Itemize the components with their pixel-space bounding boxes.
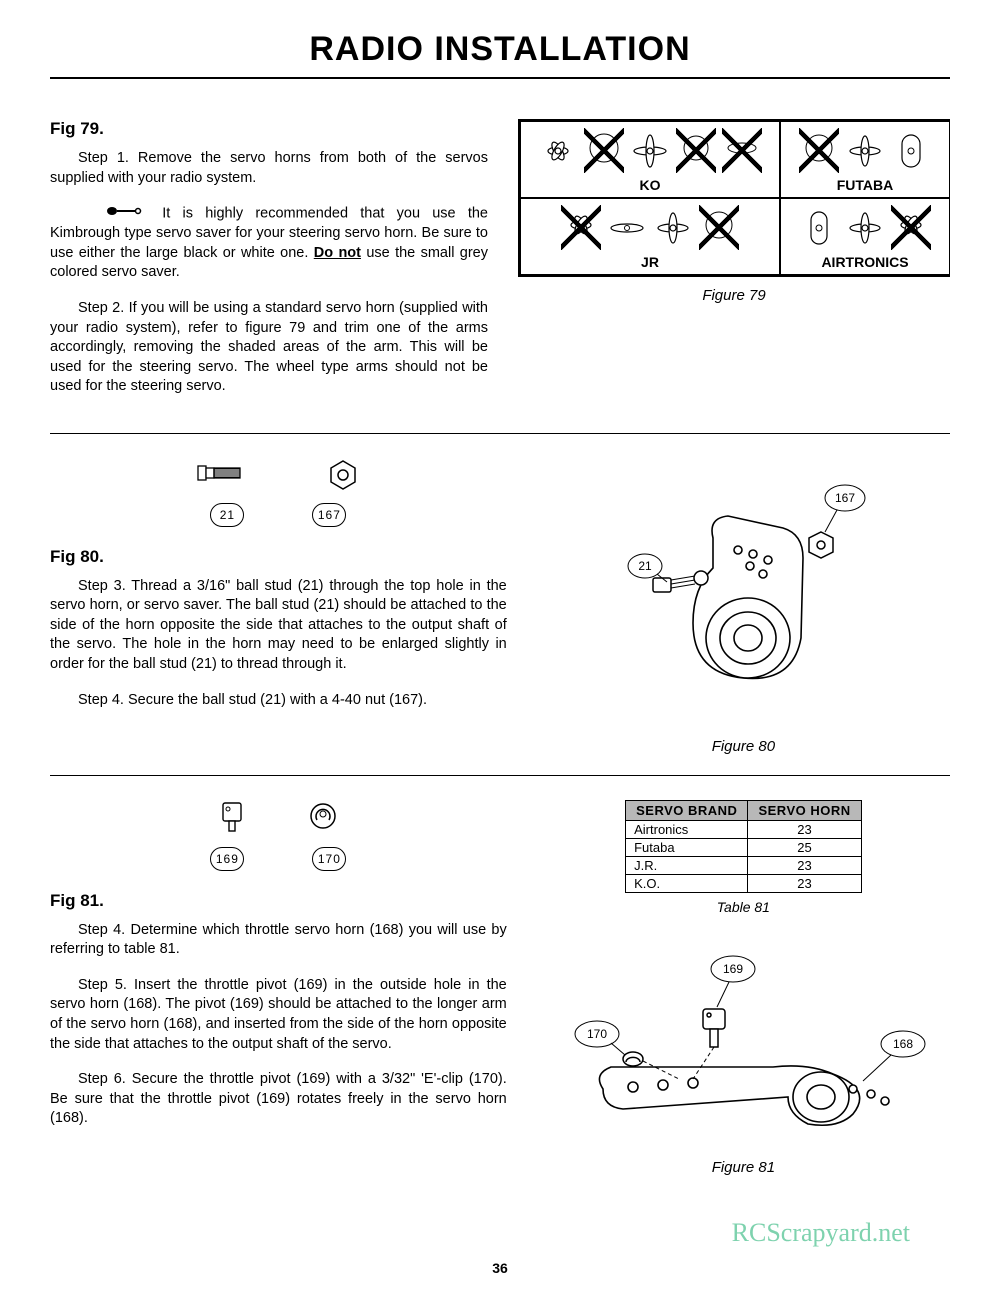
svg-text:170: 170 <box>587 1027 607 1041</box>
futaba-x1-icon <box>799 128 839 173</box>
fig81-text-col: 169 170 Fig 81. Step 4. Determine which … <box>50 800 507 1176</box>
ko-cross-icon <box>630 131 670 171</box>
fig81-step6: Step 6. Secure the throttle pivot (169) … <box>50 1070 507 1129</box>
futaba-cross-icon <box>845 131 885 171</box>
fig80-rule <box>50 775 950 776</box>
jr-cell: JR <box>520 198 780 275</box>
table-row: K.O.23 <box>626 874 862 892</box>
airtronics-cross-icon <box>845 208 885 248</box>
label-167: 167 <box>312 503 346 527</box>
fig79-figure-col: KO <box>518 119 950 413</box>
servo-table: SERVO BRAND SERVO HORN Airtronics23 Futa… <box>625 800 862 893</box>
futaba-label: FUTABA <box>787 177 943 193</box>
table-header-horn: SERVO HORN <box>748 800 861 820</box>
jr-cross-icon <box>653 208 693 248</box>
key-icon <box>78 204 142 224</box>
fig80-section: 21 167 Fig 80. Step 3. Thread a 3/16" ba… <box>50 458 950 755</box>
title-rule <box>50 77 950 79</box>
ball-stud-icon <box>196 458 266 497</box>
ko-x3-icon <box>722 128 762 173</box>
fig80-text-col: 21 167 Fig 80. Step 3. Thread a 3/16" ba… <box>50 458 507 755</box>
pivot-icon <box>217 800 247 841</box>
fig79-note: It is highly recommended that you use th… <box>50 204 488 283</box>
svg-text:167: 167 <box>835 491 855 505</box>
jr-x1-icon <box>561 205 601 250</box>
fig80-diagram: 21 167 <box>593 458 893 728</box>
fig79-caption: Figure 79 <box>518 287 950 304</box>
fig79-heading: Fig 79. <box>50 119 488 139</box>
fig81-caption: Figure 81 <box>537 1159 950 1176</box>
eclip-icon <box>307 800 339 841</box>
fig79-step1: Step 1. Remove the servo horns from both… <box>50 149 488 188</box>
fig81-heading: Fig 81. <box>50 891 507 911</box>
table81-caption: Table 81 <box>537 899 950 915</box>
label-170: 170 <box>312 847 346 871</box>
ko-x1-icon <box>584 128 624 173</box>
fig81-section: 169 170 Fig 81. Step 4. Determine which … <box>50 800 950 1176</box>
ko-cell: KO <box>520 121 780 198</box>
table-row: J.R.23 <box>626 856 862 874</box>
fig79-note-bold: Do not <box>314 245 361 261</box>
airtronics-cell: AIRTRONICS <box>780 198 950 275</box>
fig79-step2: Step 2. If you will be using a standard … <box>50 299 488 397</box>
fig80-parts-icons <box>50 458 507 497</box>
watermark: RCScrapyard.net <box>732 1218 910 1248</box>
page-title: RADIO INSTALLATION <box>50 30 950 69</box>
table-row: Airtronics23 <box>626 820 862 838</box>
servo-horn-grid: KO <box>518 119 950 277</box>
fig81-figure-col: SERVO BRAND SERVO HORN Airtronics23 Futa… <box>537 800 950 1176</box>
fig81-step4: Step 4. Determine which throttle servo h… <box>50 921 507 960</box>
ko-6arm-icon <box>538 131 578 171</box>
label-169: 169 <box>210 847 244 871</box>
svg-text:168: 168 <box>893 1037 913 1051</box>
fig80-step4: Step 4. Secure the ball stud (21) with a… <box>50 691 507 711</box>
fig81-step5: Step 5. Insert the throttle pivot (169) … <box>50 976 507 1054</box>
airtronics-x-icon <box>891 205 931 250</box>
jr-x2-icon <box>699 205 739 250</box>
fig79-rule <box>50 433 950 434</box>
fig80-part-labels: 21 167 <box>50 503 507 527</box>
page-number: 36 <box>0 1260 1000 1276</box>
fig79-text-col: Fig 79. Step 1. Remove the servo horns f… <box>50 119 488 413</box>
airtronics-rect-icon <box>799 208 839 248</box>
futaba-rect-icon <box>891 131 931 171</box>
ko-x2-icon <box>676 128 716 173</box>
ko-label: KO <box>527 177 773 193</box>
fig81-parts-icons <box>50 800 507 841</box>
jr-label: JR <box>527 254 773 270</box>
futaba-cell: FUTABA <box>780 121 950 198</box>
table-row: Futaba25 <box>626 838 862 856</box>
svg-text:169: 169 <box>723 962 743 976</box>
svg-text:21: 21 <box>639 559 653 573</box>
fig81-part-labels: 169 170 <box>50 847 507 871</box>
fig80-heading: Fig 80. <box>50 547 507 567</box>
fig81-diagram: 169 170 168 <box>553 939 933 1149</box>
jr-bar-icon <box>607 208 647 248</box>
table-header-brand: SERVO BRAND <box>626 800 748 820</box>
fig80-step3: Step 3. Thread a 3/16" ball stud (21) th… <box>50 577 507 675</box>
label-21: 21 <box>210 503 244 527</box>
fig79-section: Fig 79. Step 1. Remove the servo horns f… <box>50 119 950 413</box>
fig80-figure-col: 21 167 Figure 80 <box>537 458 950 755</box>
fig80-caption: Figure 80 <box>537 738 950 755</box>
airtronics-label: AIRTRONICS <box>787 254 943 270</box>
nut-icon <box>326 458 360 497</box>
